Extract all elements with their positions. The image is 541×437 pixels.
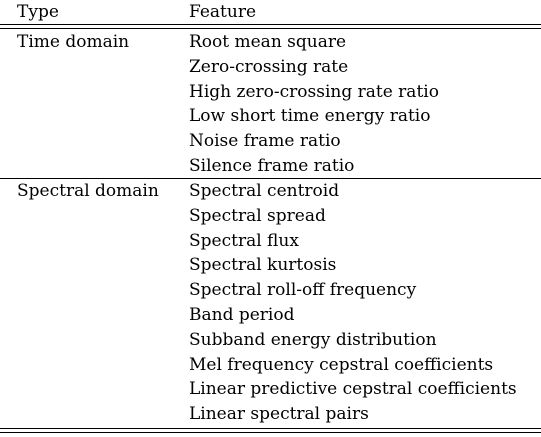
feature-item: Low short time energy ratio xyxy=(189,106,431,127)
feature-item: Silence frame ratio xyxy=(189,155,355,176)
header-rule-top xyxy=(0,24,541,25)
feature-item: Spectral flux xyxy=(189,230,299,251)
feature-item: Root mean square xyxy=(189,32,347,52)
header-rule-bottom xyxy=(0,28,541,29)
feature-item: Spectral spread xyxy=(189,205,326,226)
footer-rule-top xyxy=(0,428,541,429)
group-type-label: Time domain xyxy=(17,32,130,52)
feature-item: Mel frequency cepstral coefficients xyxy=(189,354,494,375)
feature-item: Zero-crossing rate xyxy=(189,56,349,77)
group-type-label: Spectral domain xyxy=(17,181,159,201)
feature-item: Band period xyxy=(189,304,295,325)
header-type: Type xyxy=(17,2,59,22)
footer-rule-bottom xyxy=(0,432,541,433)
feature-item: Noise frame ratio xyxy=(189,131,341,152)
feature-list: Spectral centroid Spectral spread Spectr… xyxy=(189,179,517,427)
feature-item: High zero-crossing rate ratio xyxy=(189,81,439,102)
feature-item: Linear spectral pairs xyxy=(189,404,369,425)
feature-item: Subband energy distribution xyxy=(189,329,437,350)
feature-item: Spectral centroid xyxy=(189,181,340,201)
feature-item: Linear predictive cepstral coefficients xyxy=(189,379,517,400)
feature-list: Root mean square Zero-crossing rate High… xyxy=(189,30,439,179)
header-feature: Feature xyxy=(189,2,257,22)
group-separator-rule xyxy=(0,178,541,179)
feature-item: Spectral roll-off frequency xyxy=(189,280,417,301)
feature-item: Spectral kurtosis xyxy=(189,255,337,276)
